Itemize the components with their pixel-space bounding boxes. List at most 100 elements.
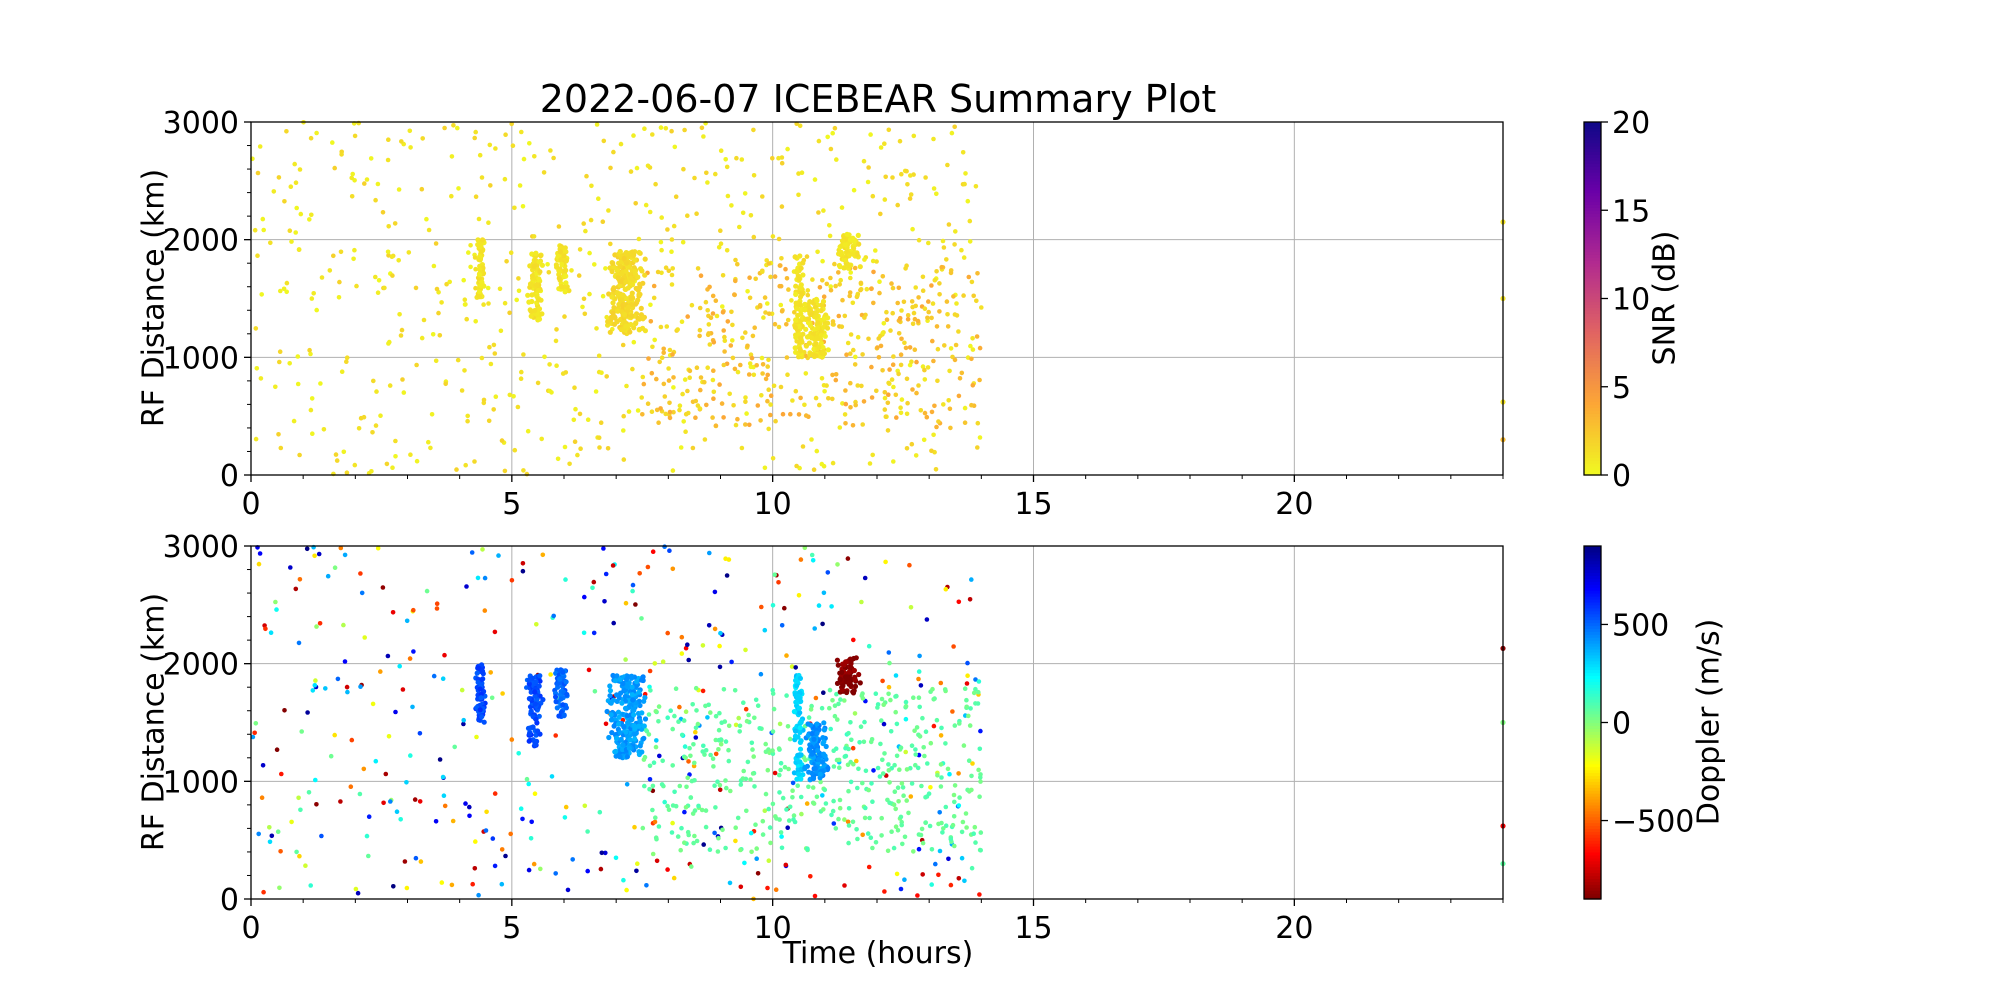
data-point [548, 672, 553, 677]
data-point [531, 861, 537, 867]
data-point [546, 270, 552, 275]
data-point [737, 723, 743, 729]
data-point [715, 779, 720, 784]
data-point [825, 134, 830, 140]
data-point [646, 356, 651, 361]
colorbar-segment [1584, 360, 1601, 364]
data-point [763, 741, 768, 747]
data-point [616, 714, 622, 720]
data-point [439, 880, 445, 885]
data-point [487, 344, 492, 350]
colorbar-segment [1584, 816, 1601, 821]
data-point [839, 669, 845, 675]
colorbar-segment [1584, 157, 1601, 161]
data-point [798, 348, 804, 354]
data-point [924, 617, 930, 622]
data-point [974, 334, 980, 339]
data-point [970, 336, 975, 341]
data-point [886, 768, 892, 773]
data-point [896, 331, 902, 336]
data-point [815, 325, 821, 331]
data-point [894, 753, 900, 759]
data-point [670, 763, 675, 768]
data-point [683, 411, 689, 417]
data-point [877, 290, 882, 296]
colorbar-segment [1584, 295, 1601, 300]
data-point [821, 294, 827, 300]
y-tick-label: 2000 [163, 224, 239, 259]
data-point [765, 885, 770, 891]
data-point [610, 563, 616, 568]
data-point [613, 753, 619, 759]
data-point [657, 753, 662, 759]
data-point [615, 709, 622, 715]
data-point [859, 693, 865, 699]
data-point [778, 830, 784, 835]
data-point [641, 757, 647, 762]
data-point [414, 362, 419, 368]
data-point [349, 737, 355, 743]
colorbar-segment [1584, 598, 1601, 603]
data-point [277, 359, 282, 365]
data-point [874, 388, 879, 394]
data-point [946, 222, 952, 227]
snr-y-axis-label: RF Distance (km) [137, 169, 172, 427]
data-point [839, 205, 845, 210]
data-point [560, 702, 566, 708]
data-point [754, 856, 759, 861]
data-point [418, 859, 424, 864]
data-point [623, 268, 629, 274]
data-point [477, 244, 483, 250]
data-point [939, 725, 944, 731]
data-point [330, 140, 335, 145]
data-point [765, 398, 770, 404]
colorbar-segment [1584, 351, 1601, 355]
data-point [278, 445, 284, 451]
data-point [770, 748, 775, 753]
colorbar-segment [1584, 848, 1601, 853]
data-point [373, 197, 378, 203]
colorbar-segment [1584, 604, 1601, 609]
data-point [860, 780, 865, 786]
data-point [743, 399, 748, 405]
data-point [610, 260, 616, 266]
data-point [712, 626, 718, 632]
data-point [805, 846, 810, 851]
data-point [909, 781, 915, 786]
data-point [623, 286, 629, 292]
data-point [880, 678, 885, 684]
data-point [433, 241, 439, 246]
data-point [785, 146, 790, 152]
data-point [803, 371, 809, 376]
data-point [918, 408, 924, 413]
data-point [560, 669, 566, 675]
data-point [740, 335, 745, 341]
data-point [705, 180, 710, 185]
data-point [911, 310, 917, 316]
data-point [669, 237, 675, 242]
data-point [890, 362, 896, 368]
colorbar-segment [1584, 896, 1601, 900]
data-point [780, 795, 786, 801]
data-point [728, 343, 734, 348]
data-point [763, 376, 769, 382]
data-point [973, 677, 978, 682]
data-point [969, 773, 974, 779]
data-point [924, 414, 930, 420]
data-point [362, 181, 367, 186]
data-point [479, 714, 485, 720]
data-point [621, 428, 626, 433]
data-point [469, 550, 475, 555]
data-point [833, 826, 839, 831]
data-point [961, 293, 966, 298]
data-point [887, 780, 892, 785]
data-point [812, 177, 818, 182]
data-point [846, 730, 851, 736]
data-point [287, 228, 293, 233]
data-point [969, 402, 974, 408]
data-point [321, 427, 327, 432]
data-point [578, 446, 583, 452]
data-point [895, 785, 901, 790]
colorbar-segment [1584, 701, 1601, 706]
data-point [594, 326, 599, 331]
